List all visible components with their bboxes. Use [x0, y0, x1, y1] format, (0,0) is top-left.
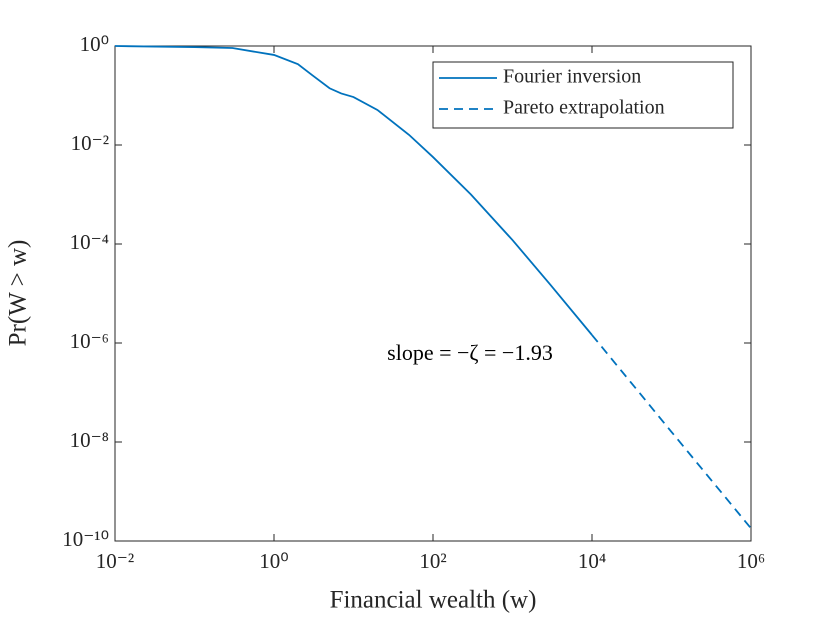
legend-text: Pareto extrapolation [503, 97, 665, 119]
x-tick-label: 10⁴ [578, 549, 606, 573]
x-tick-label: 10² [419, 549, 446, 573]
y-axis-label: Pr(W > w) [5, 240, 32, 347]
series-line [591, 334, 752, 529]
y-tick-label: 10⁻⁸ [70, 428, 109, 452]
x-tick-label: 10⁶ [737, 549, 765, 573]
x-axis-label: Financial wealth (w) [330, 587, 537, 614]
y-tick-label: 10⁻⁴ [70, 230, 109, 254]
y-tick-label: 10⁻¹⁰ [62, 527, 109, 551]
y-tick-label: 10⁻⁶ [70, 329, 109, 353]
x-tick-label: 10⁻² [96, 549, 134, 573]
series-line [114, 45, 593, 336]
y-tick-label: 10⁻² [71, 131, 109, 155]
annotation: slope = −ζ = −1.93 [387, 340, 553, 365]
legend-box [432, 61, 734, 129]
x-tick-label: 10⁰ [259, 549, 288, 573]
y-tick-label: 10⁰ [80, 32, 109, 56]
legend-text: Fourier inversion [503, 66, 641, 88]
